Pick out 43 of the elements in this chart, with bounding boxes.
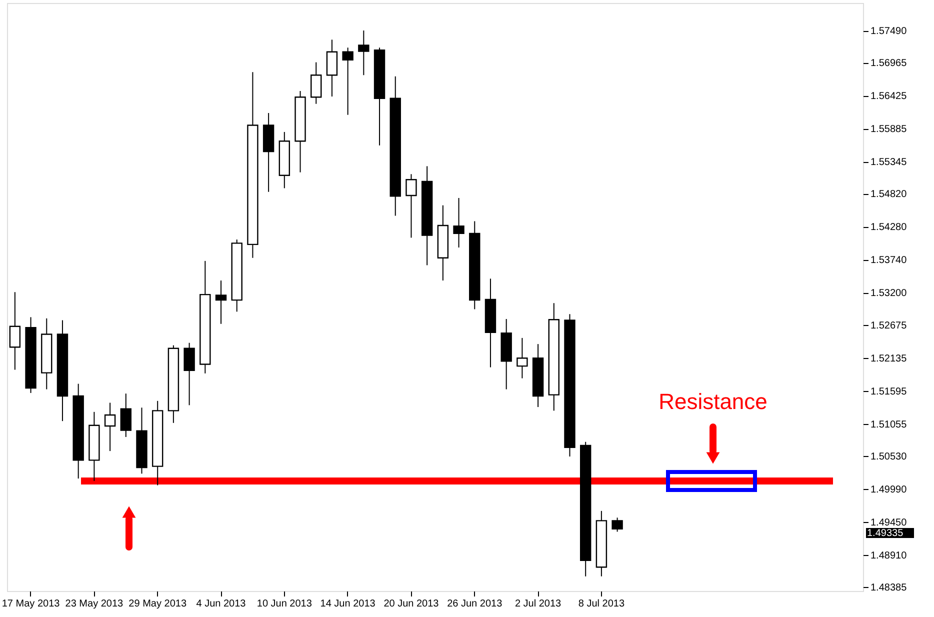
- candlestick: [120, 393, 132, 438]
- x-tick-label: 17 May 2013: [2, 598, 60, 610]
- ref-line-label: Resistance: [658, 389, 768, 414]
- y-tick-label: 1.53740: [870, 255, 908, 266]
- candlestick: [326, 39, 338, 98]
- y-tick-label: 1.54820: [870, 189, 908, 200]
- x-tick-label: 23 May 2013: [65, 598, 124, 610]
- y-tick-label: 1.56425: [870, 91, 908, 102]
- candlestick: [612, 517, 623, 532]
- y-tick-label: 1.48385: [870, 582, 908, 594]
- candlestick: [358, 30, 370, 76]
- x-tick-label: 8 Jul 2013: [578, 598, 625, 610]
- y-tick-label: 1.57490: [870, 26, 908, 38]
- x-tick-label: 29 May 2013: [128, 598, 187, 610]
- x-tick-label: 26 Jun 2013: [447, 598, 503, 610]
- y-tick-label: 1.54280: [870, 222, 908, 234]
- y-tick-label: 1.51595: [870, 386, 908, 398]
- y-tick-label: 1.51055: [870, 419, 908, 430]
- candlestick: [104, 402, 116, 452]
- candlestick: [342, 47, 354, 116]
- y-tick-label: 1.49990: [870, 484, 908, 496]
- x-tick-label: 20 Jun 2013: [384, 598, 440, 610]
- candlestick: [310, 62, 322, 104]
- text: 1.49335: [867, 528, 904, 539]
- y-tick-label: 1.55885: [870, 124, 908, 136]
- x-tick-label: 2 Jul 2013: [514, 598, 562, 610]
- y-tick-label: 1.50530: [870, 451, 908, 462]
- candlestick: [215, 280, 227, 324]
- candlestick: [453, 197, 464, 248]
- x-tick-label: 14 Jun 2013: [320, 598, 376, 610]
- y-tick-label: 1.56965: [870, 58, 908, 70]
- candlestick: [406, 174, 417, 238]
- x-tick-label: 4 Jun 2013: [196, 598, 246, 610]
- y-tick-label: 1.55345: [870, 157, 908, 168]
- candlestick: [9, 292, 21, 370]
- candlestick: [516, 337, 528, 379]
- y-tick-label: 1.53200: [870, 288, 908, 300]
- y-tick-label: 1.48910: [870, 550, 908, 562]
- candlestick: [184, 342, 195, 406]
- y-tick-label: 1.52135: [870, 353, 908, 364]
- y-tick-label: 1.52675: [870, 320, 908, 332]
- y-tick-label: 1.49450: [870, 517, 908, 528]
- x-tick-label: 10 Jun 2013: [256, 598, 312, 610]
